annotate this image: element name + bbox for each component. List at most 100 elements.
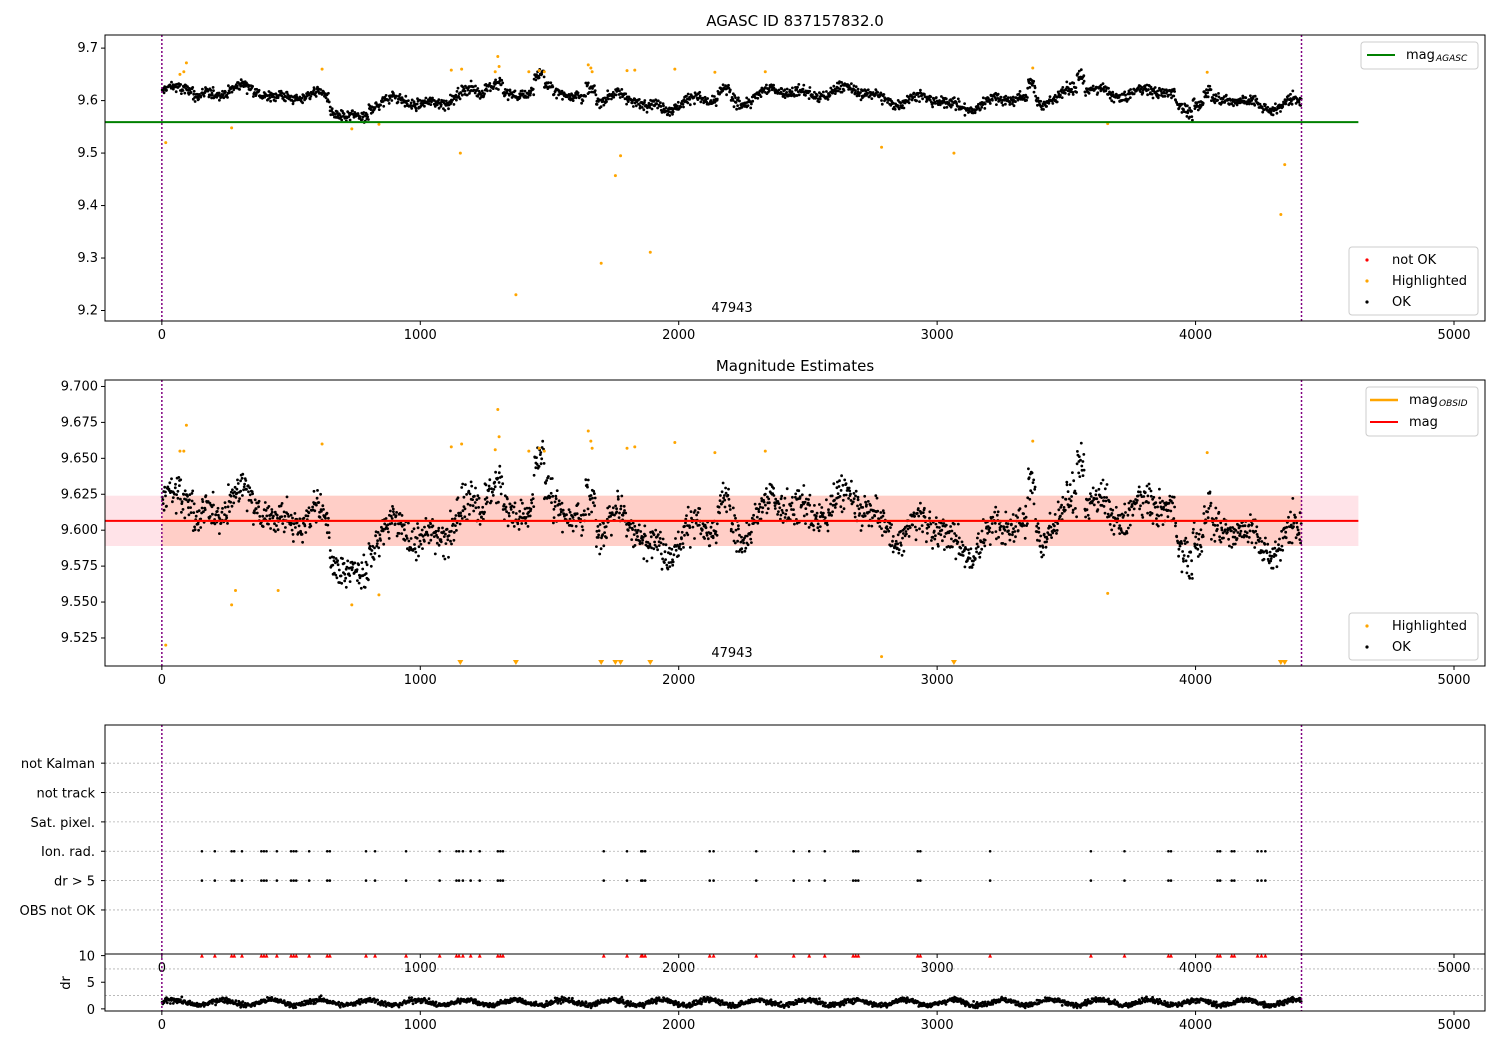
- ok-point: [1079, 441, 1083, 445]
- ok-point: [576, 502, 580, 505]
- ok-point: [506, 88, 509, 92]
- ok-point: [1087, 91, 1091, 95]
- ok-point: [902, 106, 906, 110]
- ok-point: [419, 542, 423, 546]
- ok-point: [164, 494, 167, 498]
- ok-point: [856, 504, 859, 508]
- ok-point: [1025, 98, 1028, 102]
- flag-point: [712, 849, 715, 853]
- flag-point: [240, 879, 244, 882]
- category-label: dr > 5: [54, 875, 95, 890]
- ok-point: [473, 501, 477, 504]
- ok-point: [469, 79, 473, 83]
- ok-point: [317, 501, 321, 504]
- ok-point: [230, 90, 234, 94]
- y-tick-label: 9.525: [61, 631, 98, 646]
- ok-point: [369, 564, 373, 568]
- ok-point: [999, 95, 1003, 99]
- category-label: Ion. rad.: [41, 845, 95, 860]
- ok-point: [1110, 528, 1114, 532]
- y-tick-label: 9.2: [77, 304, 98, 319]
- ok-point: [1128, 523, 1132, 527]
- ok-point: [248, 486, 252, 490]
- ok-point: [236, 478, 239, 482]
- ok-point: [1077, 471, 1081, 475]
- highlighted-point: [648, 250, 652, 254]
- ok-point: [395, 511, 398, 514]
- ok-point: [759, 95, 763, 98]
- ok-point: [993, 510, 997, 514]
- ok-point: [1186, 104, 1189, 108]
- ok-point: [812, 528, 816, 532]
- ok-point: [598, 523, 602, 526]
- ok-point: [1149, 489, 1153, 493]
- ok-point: [1160, 513, 1163, 517]
- ok-point: [1177, 547, 1181, 551]
- ok-point: [760, 86, 764, 90]
- ok-point: [988, 98, 992, 102]
- ok-point: [319, 88, 322, 91]
- ok-point: [1277, 543, 1280, 547]
- ok-point: [1137, 86, 1140, 90]
- flag-point: [499, 849, 502, 853]
- ok-point: [658, 537, 662, 540]
- ok-point: [1264, 103, 1267, 106]
- flag-point: [289, 849, 293, 853]
- ok-point: [461, 482, 465, 486]
- dr-point: [211, 1002, 214, 1005]
- ok-point: [552, 516, 556, 519]
- ok-point: [945, 105, 949, 109]
- ok-point: [392, 513, 396, 516]
- ok-point: [1076, 72, 1080, 75]
- flag-point: [294, 879, 298, 882]
- ok-point: [1239, 529, 1243, 533]
- ok-point: [674, 103, 677, 106]
- ok-point: [1220, 528, 1224, 532]
- highlighted-point: [599, 261, 603, 265]
- ok-point: [678, 542, 682, 546]
- ok-point: [641, 536, 645, 539]
- ok-point: [693, 91, 697, 95]
- ok-point: [174, 90, 178, 94]
- flag-point: [478, 879, 482, 882]
- ok-point: [745, 534, 749, 538]
- ok-point: [435, 541, 439, 545]
- ok-point: [785, 487, 789, 491]
- ok-point: [858, 512, 862, 515]
- ok-point: [407, 548, 411, 552]
- ok-point: [280, 94, 284, 98]
- highlighted-point: [1031, 66, 1035, 70]
- ok-point: [376, 531, 380, 534]
- ok-point: [631, 521, 635, 525]
- ok-point: [193, 528, 197, 532]
- ok-point: [881, 509, 885, 513]
- ok-point: [1008, 533, 1012, 536]
- ok-point: [853, 511, 857, 515]
- ok-point: [667, 561, 671, 564]
- ok-point: [680, 537, 683, 541]
- ok-point: [1065, 483, 1069, 487]
- ok-point: [1206, 510, 1209, 514]
- ok-point: [801, 87, 805, 91]
- ok-point: [662, 543, 665, 546]
- ok-point: [721, 481, 725, 485]
- ok-point: [458, 522, 462, 526]
- ok-point: [899, 543, 903, 547]
- ok-point: [606, 89, 610, 93]
- ok-point: [724, 84, 727, 88]
- flag-point: [499, 879, 502, 882]
- ok-point: [1169, 93, 1173, 96]
- ok-point: [1175, 535, 1179, 539]
- ok-point: [631, 528, 634, 531]
- ok-point: [220, 510, 224, 514]
- ok-point: [213, 522, 217, 526]
- ok-point: [918, 100, 921, 103]
- highlighted-point: [182, 449, 186, 453]
- ok-point: [450, 517, 454, 521]
- ok-point: [197, 97, 201, 101]
- ok-point: [361, 567, 365, 571]
- ok-point: [1296, 528, 1300, 532]
- ok-point: [923, 506, 926, 510]
- ok-point: [1053, 529, 1057, 533]
- ok-point: [817, 529, 821, 533]
